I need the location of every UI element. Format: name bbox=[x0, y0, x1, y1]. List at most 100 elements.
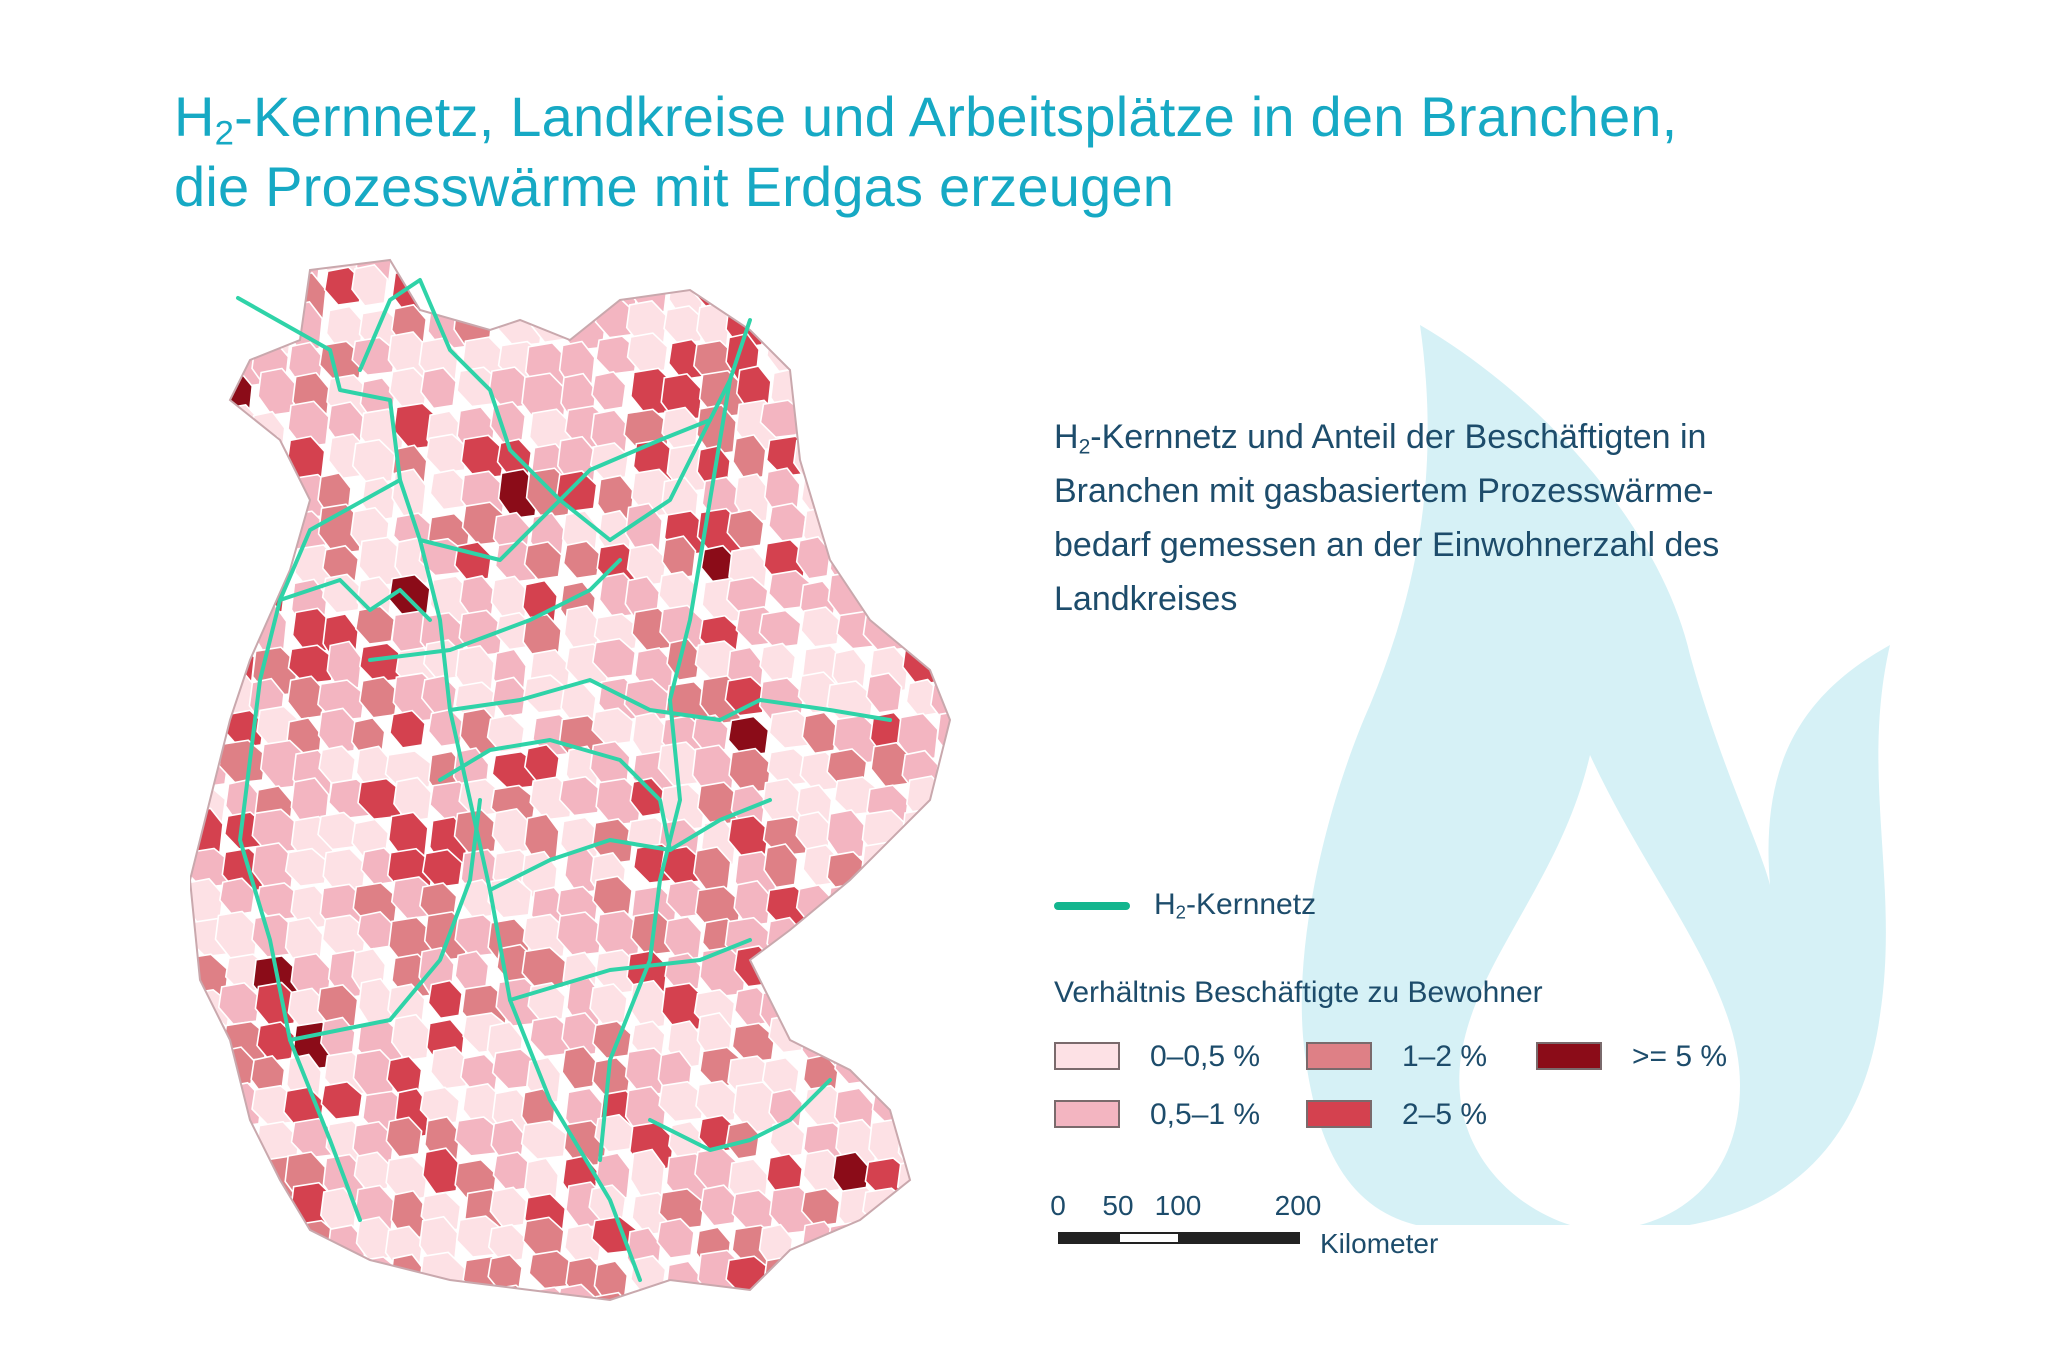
district bbox=[934, 844, 950, 892]
district bbox=[999, 887, 1010, 930]
h2-pipeline bbox=[288, 798, 482, 1042]
description-line-4: Landkreises bbox=[1054, 580, 1238, 618]
district bbox=[894, 847, 931, 887]
district bbox=[251, 260, 296, 279]
district bbox=[1002, 1258, 1010, 1301]
district bbox=[966, 1118, 1007, 1158]
district bbox=[800, 606, 842, 648]
district bbox=[931, 406, 950, 446]
district bbox=[696, 404, 738, 456]
district bbox=[321, 544, 360, 585]
district bbox=[870, 1287, 906, 1300]
district bbox=[223, 1257, 266, 1299]
district bbox=[928, 501, 950, 548]
district bbox=[429, 1046, 470, 1090]
district bbox=[191, 434, 236, 483]
district bbox=[592, 1291, 635, 1300]
district bbox=[419, 1086, 461, 1127]
district bbox=[190, 334, 232, 380]
legend-description: H2-Kernnetz und Anteil der Beschäftigten… bbox=[1054, 410, 1774, 626]
district bbox=[804, 331, 839, 374]
district bbox=[730, 263, 771, 305]
district bbox=[860, 408, 903, 451]
district bbox=[317, 503, 364, 555]
district bbox=[218, 877, 256, 917]
district bbox=[191, 505, 236, 552]
district bbox=[902, 405, 941, 448]
district bbox=[1007, 611, 1010, 648]
district bbox=[971, 1323, 1006, 1360]
h2-pipeline bbox=[438, 738, 672, 852]
district bbox=[895, 469, 935, 509]
district bbox=[970, 1090, 1010, 1139]
district bbox=[966, 711, 1004, 761]
district bbox=[796, 273, 834, 317]
district bbox=[930, 1152, 950, 1194]
district bbox=[936, 952, 950, 992]
district bbox=[427, 979, 463, 1020]
legend-swatch bbox=[1536, 1042, 1602, 1070]
scale-segment bbox=[1058, 1232, 1120, 1244]
district bbox=[969, 952, 1004, 996]
district bbox=[762, 1255, 804, 1300]
legend-class-label: 0–0,5 % bbox=[1150, 1040, 1261, 1073]
district bbox=[1003, 1014, 1010, 1057]
district bbox=[424, 268, 461, 320]
district bbox=[287, 644, 336, 685]
district bbox=[595, 335, 639, 376]
district bbox=[829, 406, 872, 452]
district bbox=[389, 709, 426, 749]
district bbox=[1006, 403, 1010, 446]
district bbox=[591, 370, 627, 412]
district bbox=[218, 403, 263, 455]
scale-tick: 0 bbox=[1050, 1190, 1066, 1221]
district bbox=[865, 672, 903, 714]
district bbox=[900, 912, 939, 952]
district bbox=[997, 640, 1010, 677]
h2-network-layer bbox=[236, 278, 892, 1282]
district bbox=[761, 953, 804, 999]
district bbox=[592, 875, 633, 918]
district bbox=[937, 1220, 950, 1272]
district bbox=[222, 573, 264, 620]
district bbox=[555, 260, 596, 278]
district bbox=[456, 260, 492, 285]
district bbox=[970, 341, 1010, 390]
district bbox=[596, 1328, 641, 1360]
district bbox=[629, 1255, 667, 1296]
district bbox=[190, 1217, 233, 1262]
h2-pipeline bbox=[358, 278, 612, 542]
district bbox=[251, 808, 299, 855]
district bbox=[249, 268, 290, 308]
h2-pipeline bbox=[368, 558, 622, 662]
district bbox=[761, 1056, 800, 1097]
district bbox=[830, 919, 869, 961]
district bbox=[591, 707, 635, 746]
district bbox=[826, 1221, 866, 1265]
district bbox=[759, 642, 797, 683]
district bbox=[963, 1289, 998, 1330]
district bbox=[902, 981, 948, 1021]
district bbox=[973, 1226, 1007, 1275]
district bbox=[486, 714, 526, 754]
district bbox=[691, 714, 730, 754]
district bbox=[866, 578, 907, 624]
district bbox=[798, 948, 835, 992]
district bbox=[866, 478, 905, 519]
district-layer bbox=[190, 260, 1010, 1360]
district bbox=[562, 540, 601, 580]
district bbox=[938, 641, 950, 693]
district bbox=[936, 812, 950, 863]
legend-swatch bbox=[1054, 1042, 1120, 1070]
district bbox=[900, 1252, 941, 1300]
district bbox=[939, 1184, 950, 1232]
district bbox=[929, 267, 950, 312]
district bbox=[999, 302, 1010, 343]
district bbox=[904, 1183, 948, 1230]
district bbox=[863, 1053, 910, 1102]
district bbox=[418, 1284, 457, 1300]
district bbox=[226, 1330, 262, 1360]
district bbox=[192, 1082, 235, 1134]
district bbox=[491, 676, 527, 718]
district bbox=[220, 537, 257, 579]
